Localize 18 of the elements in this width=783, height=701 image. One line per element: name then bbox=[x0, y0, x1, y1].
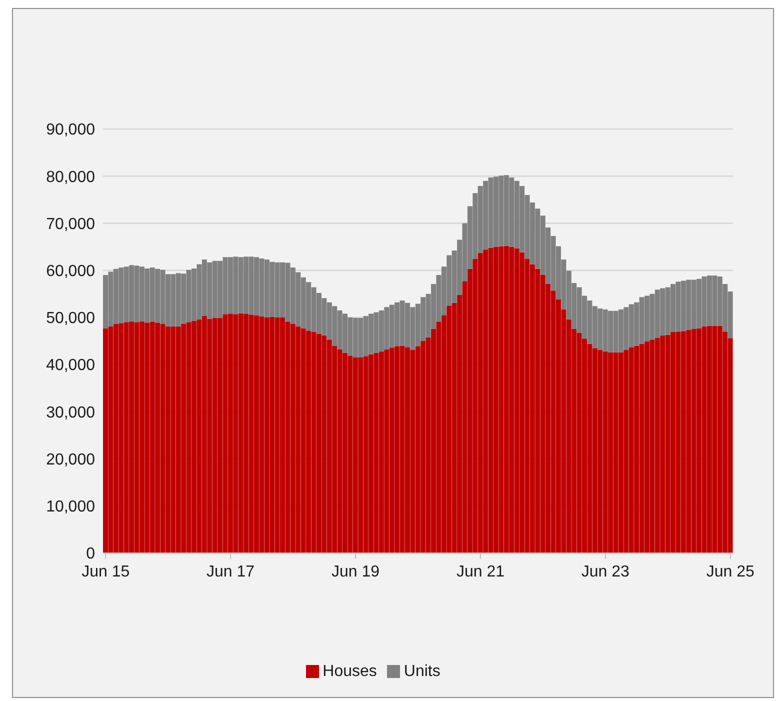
y-tick-label: 20,000 bbox=[46, 451, 96, 468]
x-tick-label: Jun 23 bbox=[581, 563, 630, 580]
x-tick-label: Jun 19 bbox=[331, 563, 380, 580]
x-tick-label: Jun 17 bbox=[206, 563, 255, 580]
y-tick-label: 60,000 bbox=[46, 263, 96, 280]
y-tick-label: 40,000 bbox=[46, 357, 96, 374]
y-tick-label: 90,000 bbox=[46, 122, 96, 139]
y-tick-label: 50,000 bbox=[46, 310, 96, 328]
x-tick-label: Jun 25 bbox=[706, 563, 755, 580]
x-tick-label: Jun 15 bbox=[82, 563, 130, 580]
y-tick-label: 70,000 bbox=[46, 216, 96, 233]
y-tick-label: 30,000 bbox=[46, 404, 96, 422]
y-tick-label: 80,000 bbox=[46, 168, 96, 186]
x-tick-label: Jun 21 bbox=[456, 563, 505, 580]
legend-label: Houses bbox=[322, 663, 377, 680]
y-tick-label: 10,000 bbox=[46, 498, 96, 516]
y-tick-label: 0 bbox=[86, 546, 96, 563]
legend-label: Units bbox=[404, 663, 440, 680]
